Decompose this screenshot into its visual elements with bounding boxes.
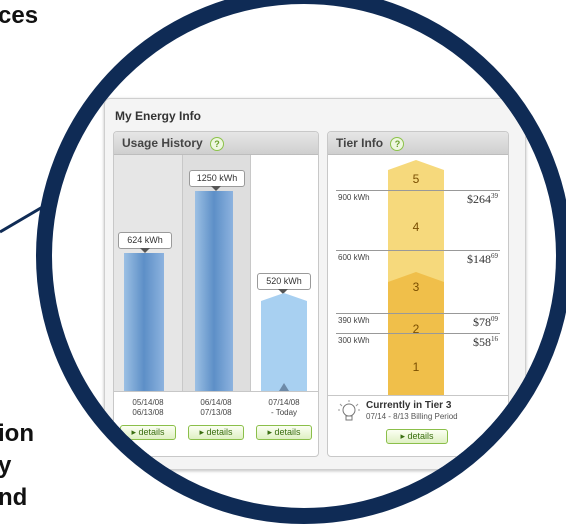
usage-dates-1: 05/14/08 06/13/08 [114,398,182,418]
details-button-2[interactable]: ▸ details [188,425,244,440]
label-pointer [140,248,150,253]
slide-text-top: ces [0,2,39,29]
usage-history-header: Usage History ? [114,132,318,155]
tier-threshold-line [336,333,500,334]
usage-date-end-3: - Today [270,408,298,417]
tier-price-main: $148 [467,252,491,266]
usage-bar-1[interactable] [124,253,164,391]
tier-price-2: $14869 [467,252,498,267]
current-tier-text: Currently in Tier 3 [366,400,452,411]
play-icon: ▸ [131,427,139,437]
usage-dates-2: 06/14/08 07/13/08 [182,398,250,418]
slide-text-bottom-1: ion [0,420,34,447]
tier-price-cents: 69 [491,252,498,260]
slide-text-bottom-2: y [0,452,12,479]
usage-column-3: 520 kWh [250,155,318,391]
tier-threshold-line [336,313,500,314]
tier-info-title: Tier Info [336,136,384,150]
tier-threshold-line [336,190,500,191]
tier-number-3: 3 [412,280,420,294]
details-button-1[interactable]: ▸ details [120,425,176,440]
usage-label-3: 520 kWh [257,273,311,290]
tier-price-4: $5816 [473,335,498,350]
tier-number-5: 5 [412,172,420,186]
usage-date-end-2: 07/13/08 [200,408,232,417]
tier-price-cents: 39 [491,192,498,200]
slide-text-bottom-3: nd [0,484,28,511]
tier-threshold-line [336,250,500,251]
details-button-label: details [206,427,233,437]
usage-divider [114,391,318,392]
usage-date-start-2: 06/14/08 [200,398,232,407]
help-icon[interactable]: ? [390,136,405,151]
usage-dates-3: 07/14/08 - Today [250,398,318,418]
tier-kwh-3: 390 kWh [338,316,370,325]
tier-details-button[interactable]: ▸ details [386,429,448,444]
tier-price-cents: 16 [491,335,498,343]
help-icon[interactable]: ? [210,136,225,151]
usage-date-start-1: 05/14/08 [132,398,164,407]
usage-date-start-3: 07/14/08 [268,398,300,407]
label-pointer [278,289,288,294]
billing-period-text: 07/14 - 8/13 Billing Period [366,412,458,421]
tier-price-main: $78 [473,315,491,329]
usage-history-title: Usage History [122,136,203,150]
usage-date-end-1: 06/13/08 [132,408,164,417]
lightbulb-icon [338,400,360,421]
usage-bar-3[interactable] [261,293,307,391]
zoom-circle: My Energy Info Usage History ? 624 kWh 1… [36,0,566,524]
tier-price-main: $264 [467,192,491,206]
usage-column-2: 1250 kWh [182,155,251,391]
label-pointer [211,186,221,191]
tier-price-3: $7809 [473,315,498,330]
tier-price-main: $58 [473,335,491,349]
tier-divider [328,395,508,396]
details-button-3[interactable]: ▸ details [256,425,312,440]
tier-price-1: $26439 [467,192,498,207]
tier-bar [388,160,444,396]
tier-number-1: 1 [412,360,420,374]
play-icon: ▸ [400,431,408,441]
tier-price-cents: 09 [491,315,498,323]
tier-info-panel: Tier Info ? 5 4 3 2 1 900 kWh $26439 600… [327,131,509,457]
tier-kwh-1: 900 kWh [338,193,370,202]
tier-kwh-2: 600 kWh [338,253,370,262]
usage-label-2: 1250 kWh [189,170,245,187]
tier-number-4: 4 [412,220,420,234]
usage-bar-2[interactable] [195,191,233,391]
usage-history-panel: Usage History ? 624 kWh 1250 kWh 520 kWh [113,131,319,457]
usage-column-1: 624 kWh [114,155,182,391]
play-icon: ▸ [267,427,275,437]
play-icon: ▸ [199,427,207,437]
widget-title: My Energy Info [115,109,202,123]
details-button-label: details [138,427,165,437]
tier-kwh-4: 300 kWh [338,336,370,345]
details-button-label: details [407,431,434,441]
tier-info-header: Tier Info ? [328,132,508,155]
details-button-label: details [274,427,301,437]
usage-label-1: 624 kWh [118,232,172,249]
energy-widget: My Energy Info Usage History ? 624 kWh 1… [104,98,526,470]
tier-number-2: 2 [412,322,420,336]
